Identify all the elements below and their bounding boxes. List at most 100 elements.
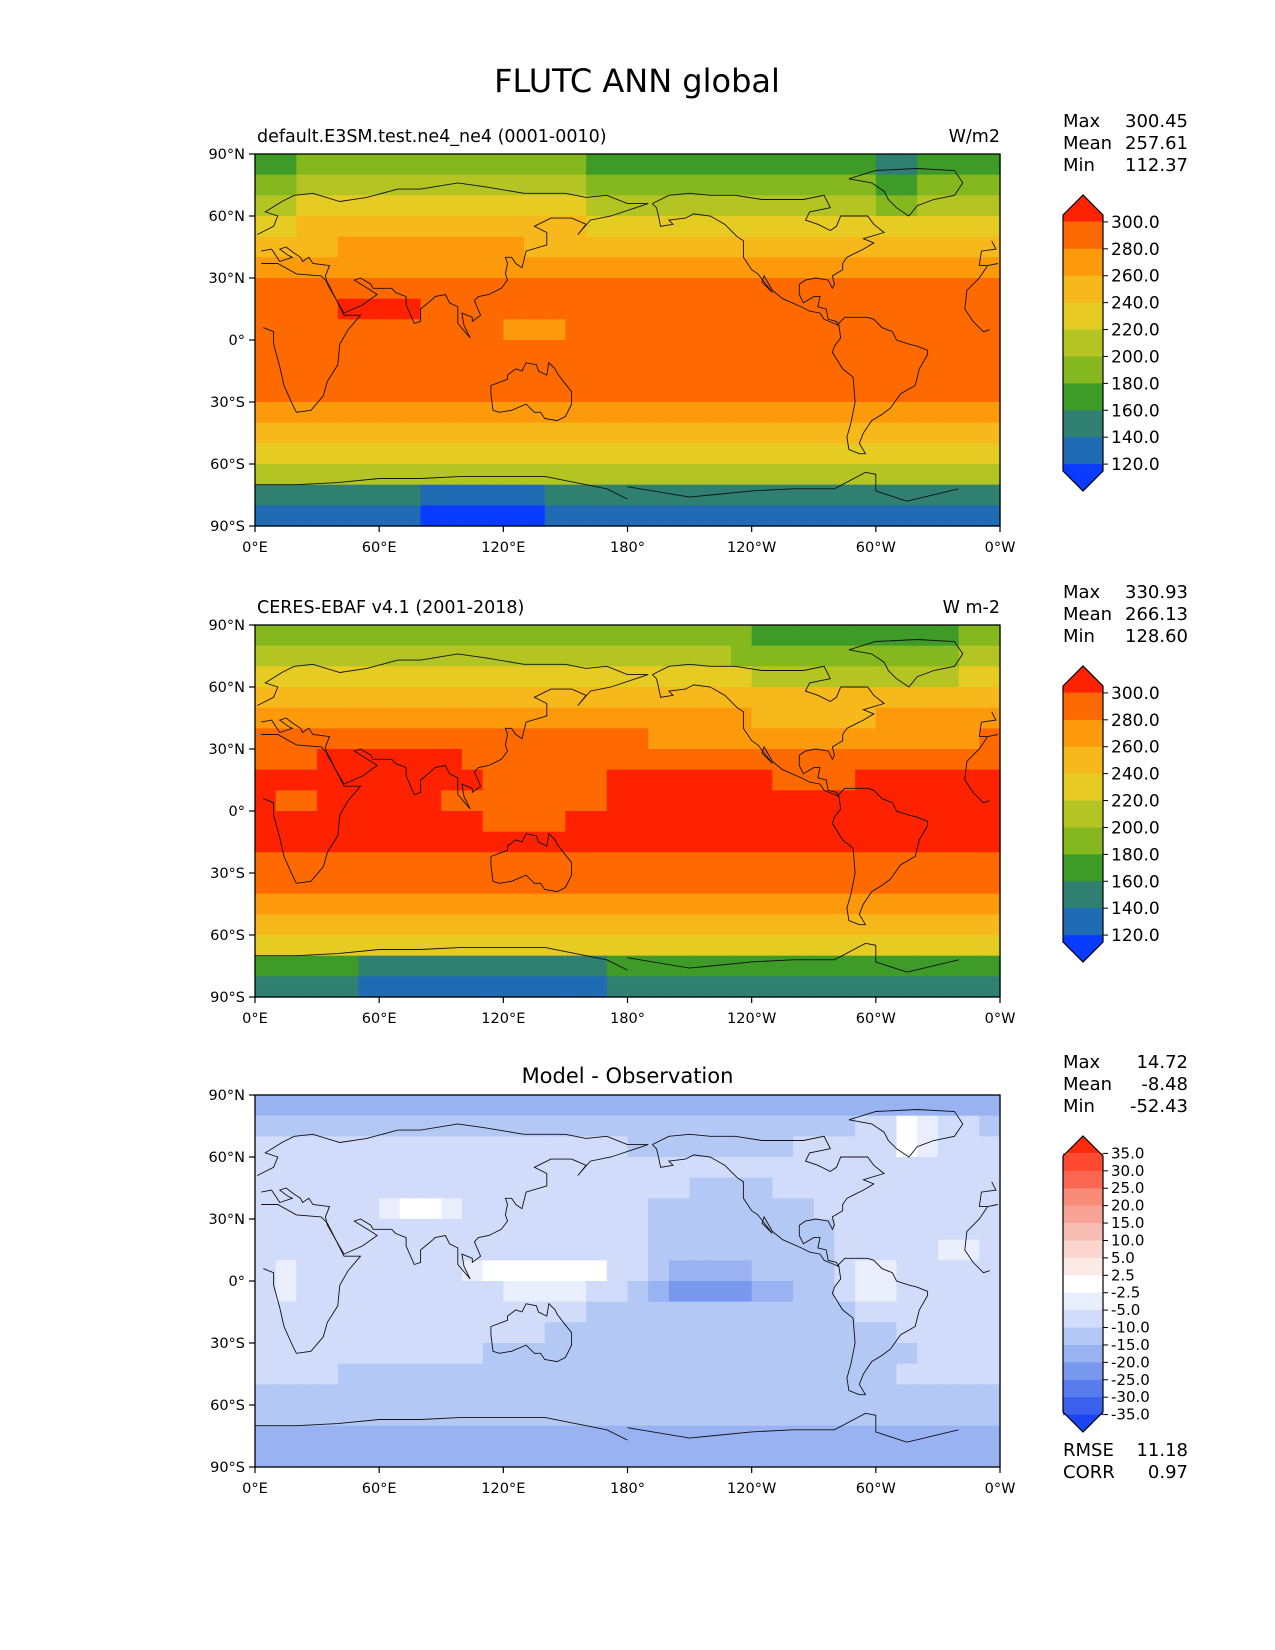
field-cell (917, 1363, 939, 1385)
field-cell (668, 402, 691, 424)
field-cell (937, 873, 960, 895)
field-cell (772, 278, 794, 300)
field-cell (606, 914, 629, 936)
field-cell (979, 666, 1001, 688)
colorbar-tick-label: 180.0 (1111, 845, 1160, 865)
field-cell (730, 769, 753, 791)
field-cell (461, 1095, 484, 1117)
field-cell (296, 422, 318, 444)
field-cell (441, 484, 463, 506)
field-cell (896, 790, 918, 812)
field-cell (937, 422, 960, 444)
field-cell (565, 216, 587, 238)
lat-tick-label: 30°S (210, 395, 245, 411)
field-cell (358, 1384, 380, 1406)
field-cell (668, 1363, 691, 1385)
field-cell (937, 831, 960, 853)
field-cell (648, 914, 670, 936)
lat-tick-label: 90°S (210, 519, 245, 535)
field-cell (420, 1281, 442, 1303)
field-cell (730, 935, 753, 957)
field-cell (917, 1260, 939, 1282)
field-cell (896, 976, 918, 998)
field-cell (834, 278, 856, 300)
field-cell (317, 1363, 339, 1385)
field-cell (710, 422, 732, 444)
field-cell (958, 811, 980, 833)
field-cell (937, 687, 960, 709)
field-cell (813, 1157, 836, 1179)
field-cell (544, 1405, 567, 1427)
field-cell (937, 1384, 960, 1406)
field-cell (275, 1363, 297, 1385)
field-cell (793, 1177, 815, 1199)
field-cell (979, 236, 1001, 258)
field-cell (399, 1115, 422, 1137)
stat-value-max: 300.45 (1125, 111, 1188, 132)
field-cell (730, 195, 753, 217)
field-cell (544, 811, 567, 833)
field-cell (875, 666, 898, 688)
stat-value-min: 112.37 (1125, 155, 1188, 176)
field-cell (648, 1446, 670, 1468)
field-cell (524, 707, 546, 729)
field-cell (834, 174, 856, 196)
field-cell (503, 831, 525, 853)
field-cell (441, 914, 463, 936)
field-cell (606, 298, 629, 320)
field-cell (461, 236, 484, 258)
field-cell (730, 340, 753, 362)
field-cell (627, 955, 649, 977)
field-cell (689, 1446, 711, 1468)
field-cell (586, 645, 608, 667)
field-cell (958, 298, 980, 320)
field-cell (544, 381, 567, 403)
field-cell (586, 1405, 608, 1427)
field-cell (627, 935, 649, 957)
field-cell (730, 1322, 753, 1344)
field-cell (524, 298, 546, 320)
field-cell (813, 873, 836, 895)
field-cell (544, 645, 567, 667)
colorbar-swatch (1063, 1257, 1103, 1276)
field-cell (875, 505, 898, 527)
field-cell (606, 1384, 629, 1406)
field-cell (420, 955, 442, 977)
field-cell (441, 381, 463, 403)
field-cell (751, 402, 773, 424)
field-cell (772, 1177, 794, 1199)
stat-value-max: 330.93 (1125, 582, 1188, 603)
field-cell (275, 443, 297, 465)
field-cell (751, 852, 773, 874)
field-cell (937, 1260, 960, 1282)
field-cell (337, 1136, 360, 1158)
field-cell (834, 257, 856, 279)
field-cell (751, 687, 773, 709)
field-cell (834, 298, 856, 320)
field-cell (875, 1136, 898, 1158)
field-cell (979, 1115, 1001, 1137)
field-cell (379, 1281, 401, 1303)
field-cell (399, 402, 422, 424)
field-cell (772, 914, 794, 936)
field-cell (689, 687, 711, 709)
field-cell (668, 360, 691, 382)
lon-tick-label: 120°E (481, 1011, 525, 1027)
coastline (490, 361, 573, 422)
field-cell (668, 422, 691, 444)
stat-label-min: Min (1063, 626, 1095, 647)
field-cell (544, 1301, 567, 1323)
field-cell (813, 625, 836, 647)
field-cell (565, 1095, 587, 1117)
field-cell (710, 1095, 732, 1117)
field-cell (565, 1343, 587, 1365)
colorbar-outline (1062, 194, 1104, 492)
field-cell (586, 360, 608, 382)
field-cell (337, 422, 360, 444)
lat-tick-label: 60°S (210, 457, 245, 473)
field-cell (565, 1405, 587, 1427)
field-cell (668, 852, 691, 874)
field-cell (937, 1322, 960, 1344)
field-cell (544, 1343, 567, 1365)
field-cell (730, 1446, 753, 1468)
